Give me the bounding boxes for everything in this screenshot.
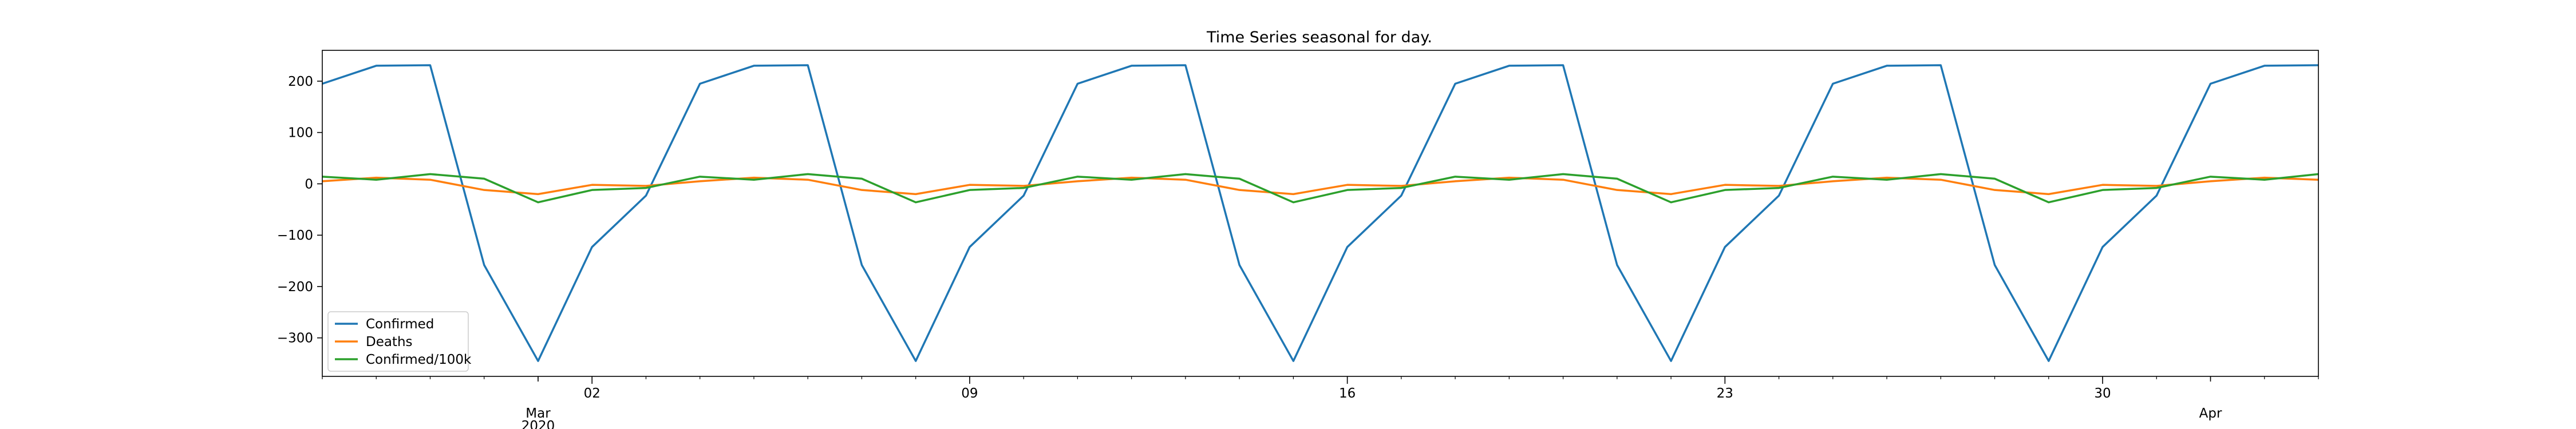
series-layer [322, 64, 2319, 362]
x-tick-label: 02 [584, 386, 600, 401]
x-tick-label: Apr [2199, 406, 2222, 421]
legend-label: Deaths [366, 335, 413, 349]
x-tick-label: 23 [1717, 386, 1733, 401]
series-line-deaths [322, 176, 2319, 196]
y-tick-label: 200 [288, 74, 313, 89]
y-tick-label: 100 [288, 126, 313, 141]
plot-frame [322, 50, 2319, 377]
y-tick-label: −100 [277, 228, 313, 243]
y-tick-label: 0 [305, 177, 313, 192]
series-line-confirmed [322, 64, 2319, 362]
x-tick-sublabel: 2020 [521, 419, 555, 429]
legend-label: Confirmed [366, 317, 434, 332]
legend: Confirmed Deaths Confirmed/100k [327, 311, 472, 372]
y-tick-label: −200 [277, 280, 313, 295]
series-line-confirmed-100k [322, 173, 2319, 204]
x-tick-label: Mar [526, 406, 551, 421]
legend-label: Confirmed/100k [366, 352, 472, 367]
legend-box [327, 311, 469, 372]
chart-title: Time Series seasonal for day. [1206, 29, 1432, 46]
y-tick-label: −300 [277, 331, 313, 346]
x-tick-label: 30 [2094, 386, 2111, 401]
x-tick-label: 16 [1339, 386, 1356, 401]
x-tick-label: 09 [961, 386, 978, 401]
